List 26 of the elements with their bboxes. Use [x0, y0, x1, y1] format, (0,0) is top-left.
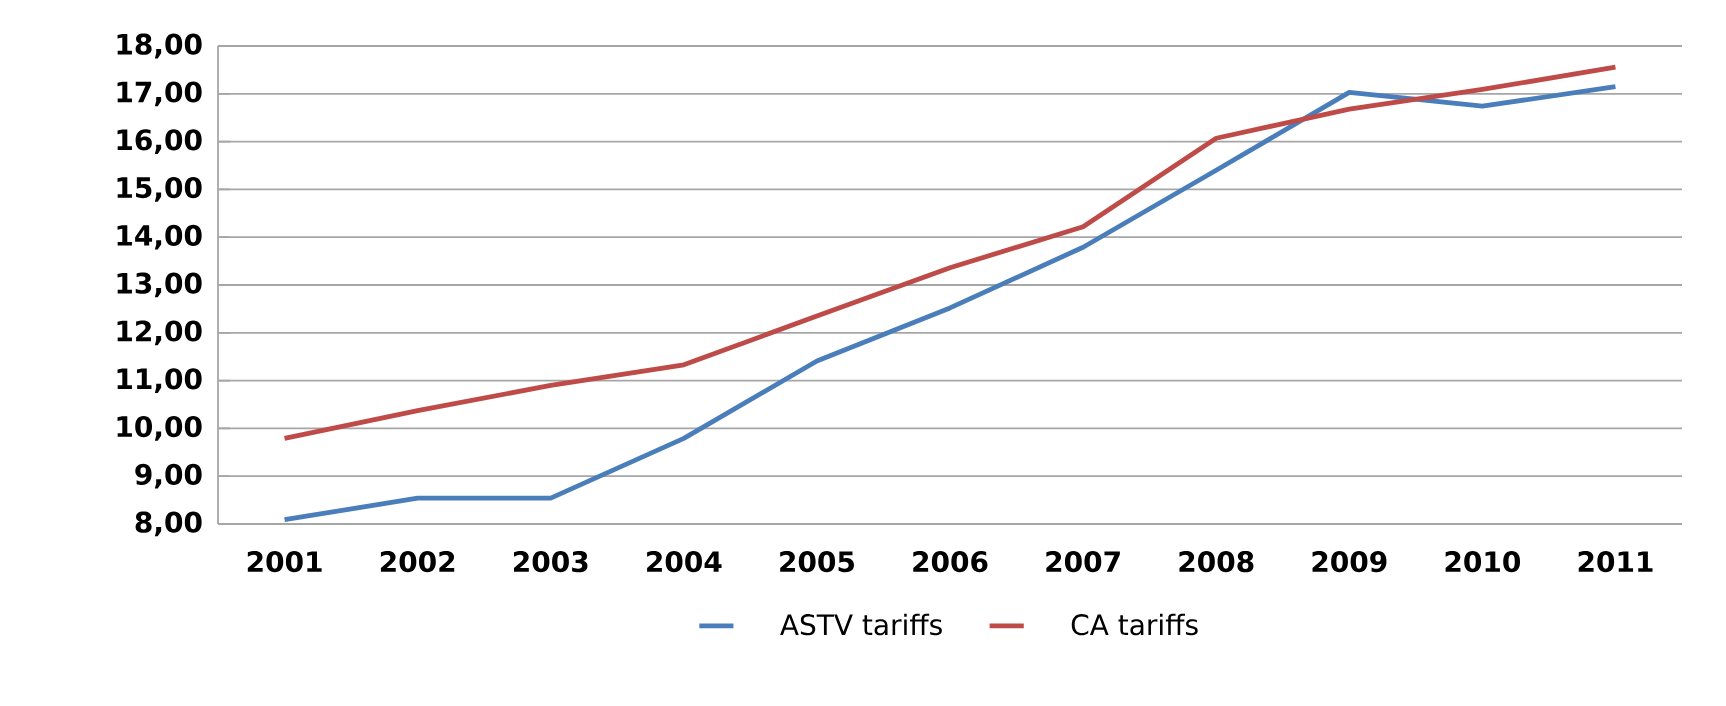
x-tick-label: 2009	[1312, 551, 1387, 573]
x-tick-label: 2008	[1179, 551, 1254, 573]
line-series	[282, 64, 1618, 441]
y-tick-label: 16,00	[117, 129, 202, 154]
y-tick-label: 11,00	[117, 368, 202, 393]
y-tick-label: 12,00	[117, 320, 202, 346]
x-tick-label: 2004	[647, 551, 722, 573]
y-tick-label: 18,00	[117, 33, 202, 59]
y-tick-label: 15,00	[117, 177, 202, 202]
legend-label: CA tariffs	[1071, 613, 1198, 636]
legend-label: ASTV tariffs	[780, 613, 942, 636]
y-tick-label: 17,00	[117, 81, 202, 107]
x-tick-label: 2002	[380, 551, 455, 573]
line-series	[282, 84, 1618, 523]
y-tick-label: 13,00	[117, 272, 202, 298]
y-tick-label: 10,00	[117, 415, 202, 441]
x-tick-label: 2011	[1578, 551, 1653, 573]
y-tick-label: 14,00	[117, 224, 202, 250]
x-tick-label: 2005	[780, 551, 854, 573]
x-tick-label: 2006	[913, 551, 988, 573]
y-tick-label: 9,00	[135, 463, 202, 489]
y-tick-label: 8,00	[135, 511, 202, 537]
x-tick-label: 2010	[1445, 551, 1521, 573]
x-tick-label: 2007	[1046, 551, 1120, 573]
x-tick-label: 2003	[514, 551, 588, 573]
x-tick-label: 2001	[247, 551, 322, 573]
